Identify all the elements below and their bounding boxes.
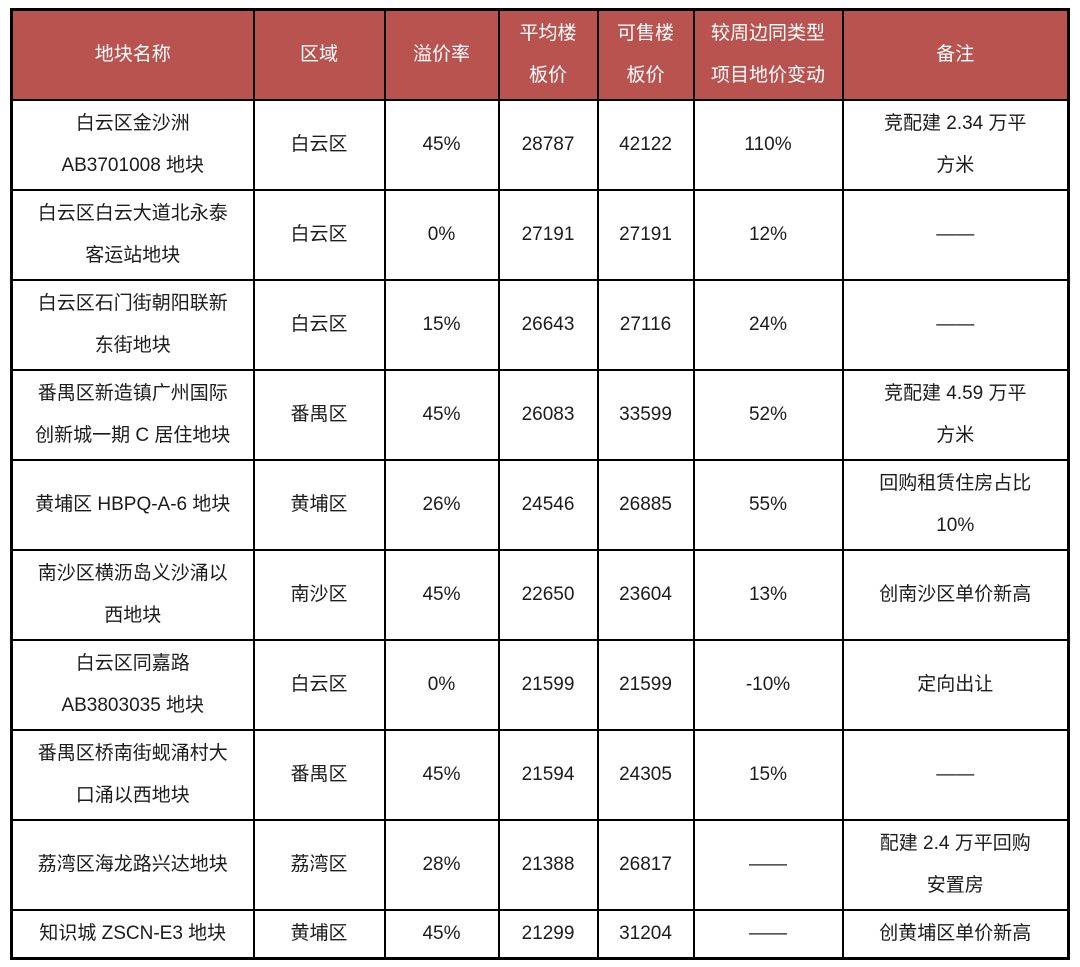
cell-region: 白云区 <box>252 639 386 731</box>
cell-land-price-change: 12% <box>692 189 844 281</box>
cell-avg-floor-price: 28787 <box>497 99 599 191</box>
cell-land-price-change: 110% <box>692 99 844 191</box>
cell-avg-floor-price: 21388 <box>497 819 599 911</box>
col-header-premium-rate: 溢价率 <box>383 8 500 101</box>
cell-avg-floor-price: 27191 <box>497 189 599 281</box>
cell-region: 黄埔区 <box>252 909 386 960</box>
table-row: 南沙区横沥岛义沙涌以 西地块 南沙区 45% 22650 23604 13% 创南沙区单价新… <box>10 549 1070 641</box>
cell-name: 南沙区横沥岛义沙涌以 西地块 <box>10 549 255 641</box>
table-row: 黄埔区 HBPQ-A-6 地块 黄埔区 26% 24546 26885 55% 回购租赁住房… <box>10 459 1070 551</box>
cell-premium-rate: 0% <box>383 189 500 281</box>
table-row: 白云区金沙洲 AB3701008 地块 白云区 45% 28787 42122 110% 竞… <box>10 99 1070 191</box>
col-header-land-price-change: 较周边同类型 项目地价变动 <box>692 8 844 101</box>
cell-land-price-change: —— <box>692 819 844 911</box>
cell-avg-floor-price: 22650 <box>497 549 599 641</box>
cell-sellable-floor-price: 21599 <box>596 639 695 731</box>
land-premium-table: 地块名称 区域 溢价率 平均楼 板价 可售楼 板价 较周边同类型 项目地价变动 … <box>10 8 1070 960</box>
cell-remark: 创南沙区单价新高 <box>841 549 1070 641</box>
cell-avg-floor-price: 26083 <box>497 369 599 461</box>
cell-sellable-floor-price: 24305 <box>596 729 695 821</box>
cell-sellable-floor-price: 26885 <box>596 459 695 551</box>
cell-premium-rate: 0% <box>383 639 500 731</box>
col-header-sellable-floor-price: 可售楼 板价 <box>596 8 695 101</box>
cell-sellable-floor-price: 27191 <box>596 189 695 281</box>
cell-remark: 竞配建 4.59 万平 方米 <box>841 369 1070 461</box>
cell-name: 白云区石门街朝阳联新 东街地块 <box>10 279 255 371</box>
header-row: 地块名称 区域 溢价率 平均楼 板价 可售楼 板价 较周边同类型 项目地价变动 … <box>10 8 1070 101</box>
cell-name: 白云区金沙洲 AB3701008 地块 <box>10 99 255 191</box>
cell-land-price-change: —— <box>692 909 844 960</box>
cell-avg-floor-price: 21299 <box>497 909 599 960</box>
cell-remark: —— <box>841 279 1070 371</box>
cell-land-price-change: 24% <box>692 279 844 371</box>
cell-name: 荔湾区海龙路兴达地块 <box>10 819 255 911</box>
col-header-plot-name: 地块名称 <box>10 8 255 101</box>
table-row: 荔湾区海龙路兴达地块 荔湾区 28% 21388 26817 —— 配建 2.4 万平回购 … <box>10 819 1070 911</box>
cell-avg-floor-price: 26643 <box>497 279 599 371</box>
cell-region: 南沙区 <box>252 549 386 641</box>
table-row: 白云区白云大道北永泰 客运站地块 白云区 0% 27191 27191 12% —— <box>10 189 1070 281</box>
cell-remark: 创黄埔区单价新高 <box>841 909 1070 960</box>
cell-avg-floor-price: 24546 <box>497 459 599 551</box>
table-body: 白云区金沙洲 AB3701008 地块 白云区 45% 28787 42122 110% 竞… <box>10 99 1070 960</box>
cell-sellable-floor-price: 42122 <box>596 99 695 191</box>
cell-land-price-change: 13% <box>692 549 844 641</box>
col-header-region: 区域 <box>252 8 386 101</box>
cell-land-price-change: -10% <box>692 639 844 731</box>
table-row: 知识城 ZSCN-E3 地块 黄埔区 45% 21299 31204 —— 创黄埔区单价新高 <box>10 909 1070 960</box>
cell-name: 黄埔区 HBPQ-A-6 地块 <box>10 459 255 551</box>
cell-remark: —— <box>841 729 1070 821</box>
cell-region: 白云区 <box>252 189 386 281</box>
cell-name: 番禺区桥南街蚬涌村大 口涌以西地块 <box>10 729 255 821</box>
cell-land-price-change: 55% <box>692 459 844 551</box>
cell-remark: 竞配建 2.34 万平 方米 <box>841 99 1070 191</box>
table-row: 番禺区新造镇广州国际 创新城一期 C 居住地块 番禺区 45% 26083 33599 5… <box>10 369 1070 461</box>
cell-sellable-floor-price: 27116 <box>596 279 695 371</box>
cell-premium-rate: 45% <box>383 549 500 641</box>
cell-premium-rate: 26% <box>383 459 500 551</box>
cell-land-price-change: 15% <box>692 729 844 821</box>
table-row: 白云区石门街朝阳联新 东街地块 白云区 15% 26643 27116 24% —— <box>10 279 1070 371</box>
col-header-remarks: 备注 <box>841 8 1070 101</box>
cell-premium-rate: 28% <box>383 819 500 911</box>
cell-region: 白云区 <box>252 279 386 371</box>
cell-sellable-floor-price: 23604 <box>596 549 695 641</box>
cell-sellable-floor-price: 31204 <box>596 909 695 960</box>
cell-region: 白云区 <box>252 99 386 191</box>
cell-sellable-floor-price: 33599 <box>596 369 695 461</box>
cell-region: 番禺区 <box>252 729 386 821</box>
cell-avg-floor-price: 21599 <box>497 639 599 731</box>
cell-remark: —— <box>841 189 1070 281</box>
cell-remark: 配建 2.4 万平回购 安置房 <box>841 819 1070 911</box>
cell-region: 荔湾区 <box>252 819 386 911</box>
cell-avg-floor-price: 21594 <box>497 729 599 821</box>
table-row: 白云区同嘉路 AB3803035 地块 白云区 0% 21599 21599 -10% 定向… <box>10 639 1070 731</box>
cell-premium-rate: 45% <box>383 369 500 461</box>
cell-name: 知识城 ZSCN-E3 地块 <box>10 909 255 960</box>
col-header-avg-floor-price: 平均楼 板价 <box>497 8 599 101</box>
cell-land-price-change: 52% <box>692 369 844 461</box>
cell-remark: 定向出让 <box>841 639 1070 731</box>
cell-region: 黄埔区 <box>252 459 386 551</box>
cell-premium-rate: 45% <box>383 729 500 821</box>
cell-region: 番禺区 <box>252 369 386 461</box>
cell-remark: 回购租赁住房占比 10% <box>841 459 1070 551</box>
cell-sellable-floor-price: 26817 <box>596 819 695 911</box>
cell-premium-rate: 45% <box>383 99 500 191</box>
table-header: 地块名称 区域 溢价率 平均楼 板价 可售楼 板价 较周边同类型 项目地价变动 … <box>10 8 1070 101</box>
table-row: 番禺区桥南街蚬涌村大 口涌以西地块 番禺区 45% 21594 24305 15% —— <box>10 729 1070 821</box>
cell-name: 白云区同嘉路 AB3803035 地块 <box>10 639 255 731</box>
cell-premium-rate: 15% <box>383 279 500 371</box>
cell-premium-rate: 45% <box>383 909 500 960</box>
cell-name: 番禺区新造镇广州国际 创新城一期 C 居住地块 <box>10 369 255 461</box>
cell-name: 白云区白云大道北永泰 客运站地块 <box>10 189 255 281</box>
